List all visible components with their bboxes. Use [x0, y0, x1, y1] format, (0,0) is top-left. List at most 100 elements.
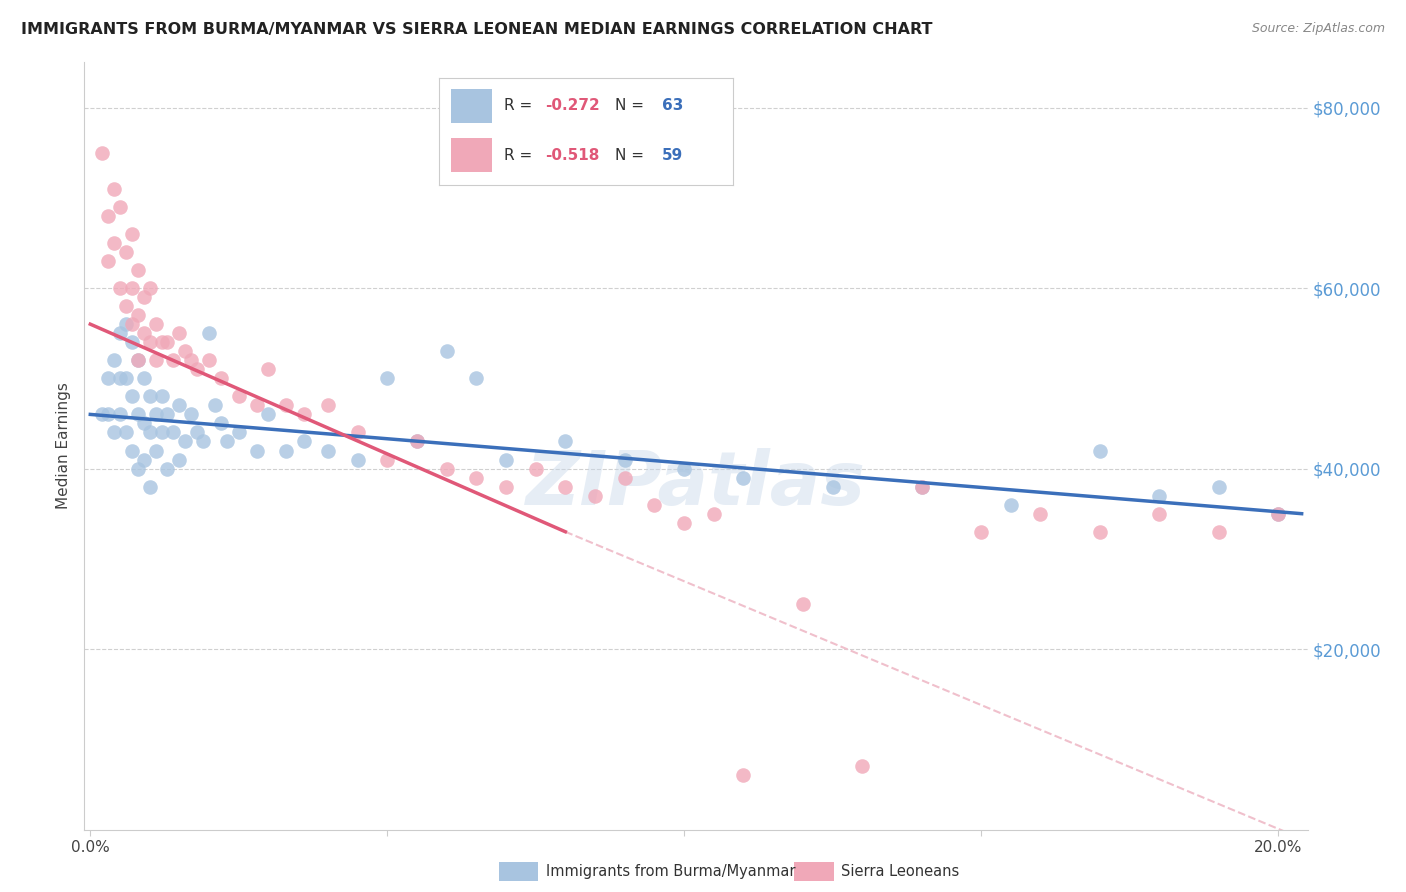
Point: [851, 759, 873, 773]
Point: [108, 200, 131, 214]
Point: [792, 597, 814, 611]
Point: [145, 408, 167, 422]
Point: [215, 434, 238, 449]
Point: [1267, 507, 1289, 521]
Point: [108, 326, 131, 341]
Point: [103, 182, 125, 196]
Point: [554, 480, 576, 494]
Point: [121, 389, 143, 403]
Point: [115, 317, 138, 331]
Point: [138, 389, 160, 403]
Point: [257, 408, 280, 422]
Point: [162, 353, 184, 368]
Point: [228, 425, 250, 440]
Point: [465, 371, 488, 385]
Point: [583, 489, 606, 503]
Point: [186, 362, 208, 376]
Point: [245, 398, 267, 412]
Point: [145, 317, 167, 331]
Point: [1088, 443, 1111, 458]
Point: [436, 461, 458, 475]
Point: [156, 408, 179, 422]
Point: [1267, 507, 1289, 521]
Point: [103, 425, 125, 440]
Text: ZIPatlas: ZIPatlas: [526, 448, 866, 521]
Point: [121, 443, 143, 458]
Point: [209, 371, 232, 385]
Point: [150, 335, 173, 350]
Point: [209, 417, 232, 431]
Point: [132, 417, 155, 431]
Point: [97, 371, 120, 385]
Text: Source: ZipAtlas.com: Source: ZipAtlas.com: [1251, 22, 1385, 36]
Point: [156, 335, 179, 350]
Point: [554, 434, 576, 449]
Point: [150, 389, 173, 403]
Point: [127, 263, 149, 277]
Point: [198, 353, 221, 368]
Point: [169, 452, 191, 467]
Point: [970, 524, 993, 539]
Point: [673, 461, 696, 475]
Point: [108, 408, 131, 422]
Point: [138, 480, 160, 494]
Point: [121, 335, 143, 350]
Point: [375, 452, 398, 467]
Point: [613, 470, 636, 484]
Point: [97, 408, 120, 422]
Point: [115, 371, 138, 385]
Point: [115, 299, 138, 313]
Point: [245, 443, 267, 458]
Point: [132, 290, 155, 304]
Point: [1029, 507, 1052, 521]
Point: [97, 209, 120, 223]
Point: [180, 353, 202, 368]
Text: Sierra Leoneans: Sierra Leoneans: [841, 864, 959, 879]
Point: [191, 434, 214, 449]
Point: [465, 470, 488, 484]
Point: [1208, 524, 1230, 539]
Point: [406, 434, 429, 449]
Point: [115, 244, 138, 259]
Point: [495, 480, 517, 494]
Point: [910, 480, 932, 494]
Point: [1088, 524, 1111, 539]
Point: [127, 408, 149, 422]
Point: [103, 235, 125, 250]
Point: [121, 317, 143, 331]
Point: [524, 461, 547, 475]
Point: [228, 389, 250, 403]
Point: [1147, 489, 1170, 503]
Point: [121, 227, 143, 241]
Point: [910, 480, 932, 494]
Point: [162, 425, 184, 440]
Point: [276, 443, 298, 458]
Point: [174, 344, 197, 359]
Point: [643, 498, 665, 512]
Point: [132, 371, 155, 385]
Point: [145, 353, 167, 368]
Point: [346, 425, 368, 440]
Point: [132, 452, 155, 467]
Point: [186, 425, 208, 440]
Point: [115, 425, 138, 440]
Point: [436, 344, 458, 359]
Point: [91, 145, 114, 160]
Point: [495, 452, 517, 467]
Point: [180, 408, 202, 422]
Point: [150, 425, 173, 440]
Point: [132, 326, 155, 341]
Point: [292, 434, 315, 449]
Point: [257, 362, 280, 376]
Point: [673, 516, 696, 530]
Point: [703, 507, 725, 521]
Point: [346, 452, 368, 467]
Point: [204, 398, 226, 412]
Text: IMMIGRANTS FROM BURMA/MYANMAR VS SIERRA LEONEAN MEDIAN EARNINGS CORRELATION CHAR: IMMIGRANTS FROM BURMA/MYANMAR VS SIERRA …: [21, 22, 932, 37]
Point: [733, 470, 755, 484]
Point: [1208, 480, 1230, 494]
Point: [108, 281, 131, 295]
Point: [169, 398, 191, 412]
Point: [127, 308, 149, 322]
Point: [138, 425, 160, 440]
